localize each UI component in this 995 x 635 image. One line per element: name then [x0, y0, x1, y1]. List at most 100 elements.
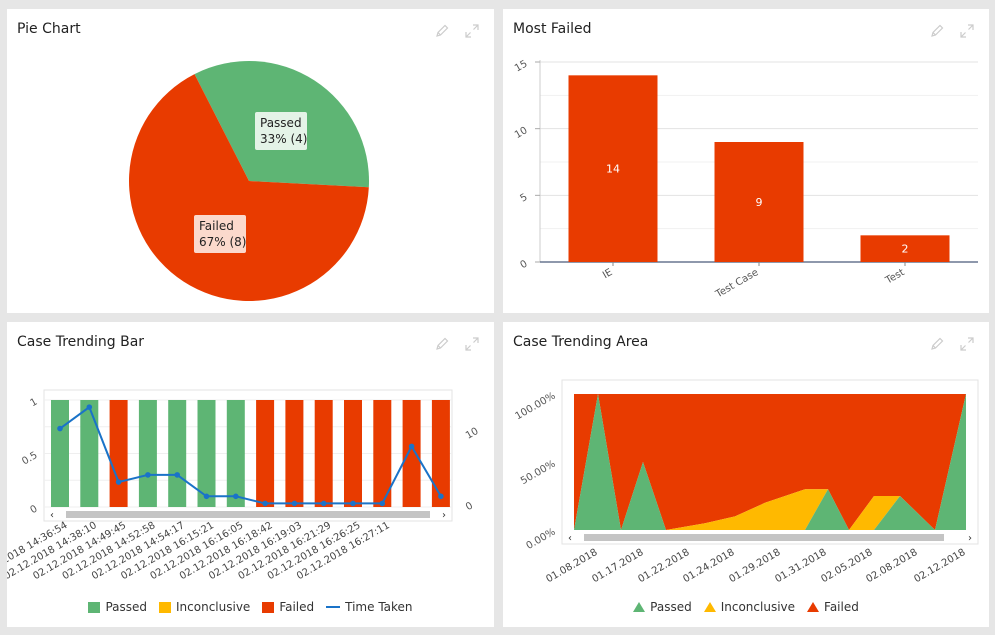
time-taken-point	[115, 479, 122, 485]
x-tick-label: 01.31.2018	[773, 547, 828, 585]
expand-icon[interactable]	[959, 336, 975, 352]
legend-label: Failed	[279, 600, 315, 614]
legend-label: Inconclusive	[176, 600, 251, 614]
bar	[256, 400, 275, 507]
pencil-icon[interactable]	[434, 23, 450, 39]
time-taken-point	[233, 493, 239, 500]
time-taken-point	[174, 472, 180, 478]
pie-slice-failed	[128, 74, 369, 301]
bar	[344, 400, 362, 507]
panel-title: Most Failed	[513, 21, 592, 37]
scroll-left-icon: ‹	[568, 533, 572, 544]
scrollbar-thumb	[584, 534, 944, 541]
time-taken-point	[57, 425, 63, 432]
x-tick-label: IE	[601, 267, 615, 281]
bar	[285, 400, 304, 507]
y-tick-label: 0.00%	[524, 527, 557, 552]
y-tick-label: 50.00%	[519, 459, 558, 488]
bar	[197, 400, 216, 507]
pencil-icon[interactable]	[929, 336, 945, 352]
y-tick-label: 10	[513, 125, 530, 141]
bar	[226, 400, 245, 507]
x-tick-label: 01.24.2018	[681, 547, 736, 585]
bar	[431, 400, 450, 507]
legend-item-failed[interactable]: Failed	[262, 600, 314, 614]
time-taken-line	[59, 405, 442, 505]
panel-title: Pie Chart	[17, 21, 81, 37]
scroll-left-icon: ‹	[50, 510, 54, 521]
legend-item-failed[interactable]: Failed	[807, 600, 859, 614]
bar-data-label: 9	[756, 196, 763, 209]
chart-legend: Passed Inconclusive Failed	[503, 600, 989, 614]
expand-icon[interactable]	[464, 23, 480, 39]
chart-legend: Passed Inconclusive Failed Time Taken	[7, 600, 494, 614]
x-tick-label: 01.17.2018	[590, 547, 645, 585]
time-taken-point	[438, 493, 444, 500]
pencil-icon[interactable]	[929, 23, 945, 39]
time-taken-point	[145, 472, 151, 478]
bar	[51, 400, 69, 507]
x-tick-label: Test Case	[713, 267, 760, 301]
legend-item-time-taken[interactable]: Time Taken	[326, 600, 413, 614]
expand-icon[interactable]	[464, 336, 480, 352]
time-taken-point	[408, 443, 415, 450]
time-taken-point	[203, 493, 210, 500]
legend-label: Inconclusive	[720, 600, 796, 614]
most-failed-panel: Most Failed 0 5 10 15 14 IE 9 Test Case 2 Test	[503, 9, 989, 313]
area-failed	[574, 394, 966, 530]
legend-item-inconclusive[interactable]: Inconclusive	[159, 600, 250, 614]
bar	[138, 400, 157, 507]
legend-item-passed[interactable]: Passed	[88, 600, 147, 614]
bar	[373, 400, 392, 507]
legend-item-inconclusive[interactable]: Inconclusive	[703, 600, 796, 614]
time-taken-point	[262, 500, 268, 507]
bar	[402, 400, 421, 507]
bar-data-label: 2	[902, 243, 909, 256]
y-left-tick-label: 0.5	[20, 450, 39, 467]
pencil-icon[interactable]	[434, 336, 450, 352]
y-left-tick-label: 0	[28, 504, 39, 517]
y-tick-label: 5	[518, 192, 529, 205]
y-tick-label: 15	[513, 59, 530, 75]
legend-label: Passed	[650, 600, 692, 614]
x-tick-label: 02.12.2018	[912, 547, 967, 585]
time-taken-point	[379, 500, 386, 507]
time-taken-point	[320, 500, 327, 507]
x-tick-label: 01.29.2018	[727, 547, 782, 585]
pie-label-name: Passed	[260, 116, 302, 130]
pie-label-box	[255, 112, 307, 150]
legend-item-passed[interactable]: Passed	[633, 600, 692, 614]
pie-label-name: Failed	[199, 219, 234, 233]
time-taken-point	[86, 404, 93, 410]
bar	[714, 142, 804, 262]
x-tick-label: Test	[883, 267, 906, 287]
pie-label-box	[194, 215, 246, 253]
area-inconclusive	[574, 394, 966, 530]
pie-chart: Passed 33% (4) Failed 67% (8)	[128, 61, 369, 301]
scrollbar-thumb	[66, 511, 430, 518]
case-trending-area-chart: 0.00% 50.00% 100.00% ‹ › 01.08.201801.17.2018…	[513, 379, 979, 585]
bar-data-label: 14	[606, 163, 620, 176]
pie-label-value: 33% (4)	[260, 132, 307, 146]
panel-title: Case Trending Area	[513, 334, 649, 350]
x-tick-label: 02.08.2018	[864, 547, 919, 585]
bar	[314, 400, 333, 507]
bar	[109, 400, 128, 507]
pie-label-value: 67% (8)	[199, 235, 246, 249]
y-right-tick-label: 0	[464, 500, 475, 513]
x-tick-label: 01.08.2018	[544, 547, 599, 585]
bar	[80, 400, 99, 507]
time-taken-point	[350, 500, 356, 507]
scroll-right-icon: ›	[442, 510, 446, 521]
bar	[168, 400, 187, 507]
legend-label: Time Taken	[345, 600, 413, 614]
case-trending-area-panel: Case Trending Area 0.00% 50.00% 100.00% ‹ › 0…	[503, 322, 989, 627]
legend-label: Passed	[105, 600, 148, 614]
y-left-tick-label: 1	[28, 397, 39, 410]
time-taken-point	[291, 500, 298, 507]
case-trending-bar-panel: Case Trending Bar 0 0.5 1 0 10 ‹ › 02.12.2018 1…	[7, 322, 494, 627]
most-failed-chart: 0 5 10 15 14 IE 9 Test Case 2 Test	[513, 59, 978, 301]
pie-chart-panel: Pie Chart Passed 33% (4) Failed 67% (8)	[7, 9, 494, 313]
expand-icon[interactable]	[959, 23, 975, 39]
